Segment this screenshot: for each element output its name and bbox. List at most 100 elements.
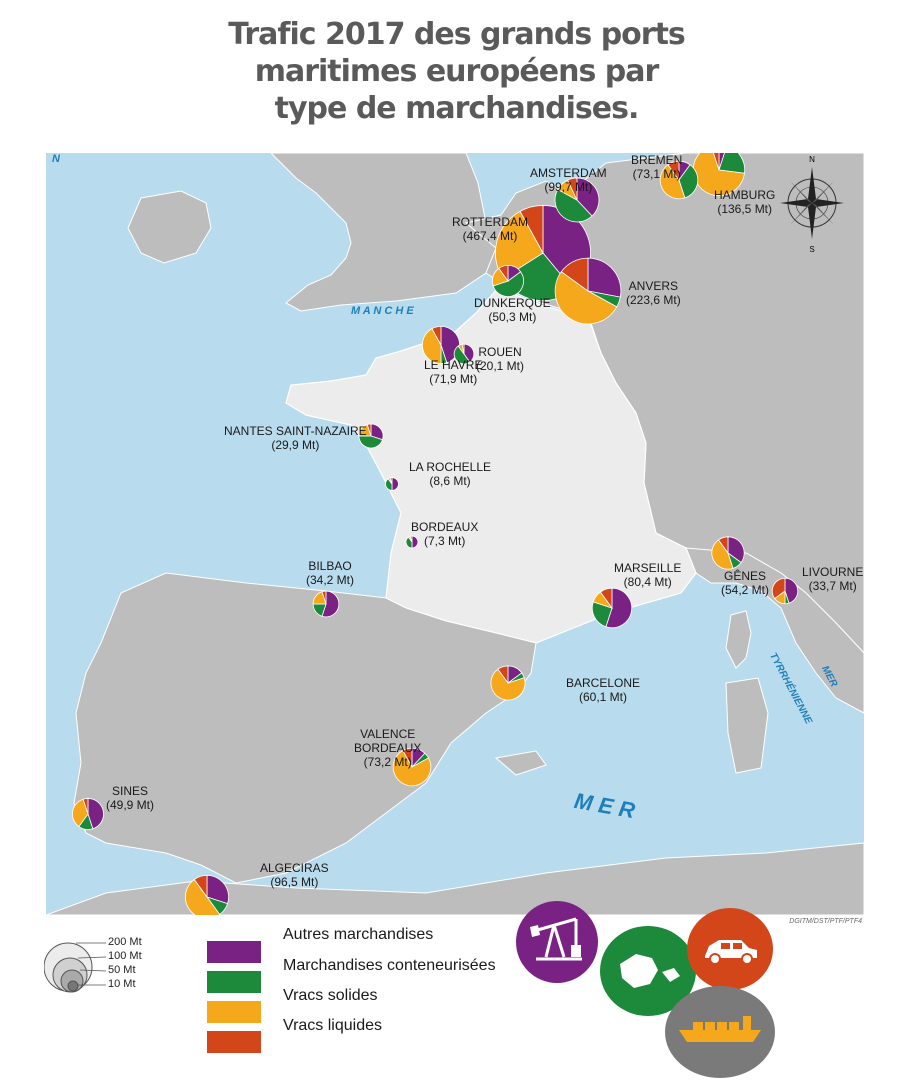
port-label-sines: SINES (49,9 Mt): [106, 784, 154, 812]
pie-slice: [718, 153, 746, 174]
port-traffic: (50,3 Mt): [488, 310, 537, 324]
compass-rose-icon: N S O E: [780, 155, 846, 253]
port-pie-rouen: [453, 343, 475, 365]
size-label-100: 100 Mt: [108, 950, 142, 962]
sea-label-manche: M A N C H E: [351, 305, 414, 317]
port-pie-bordeaux: [405, 535, 419, 549]
pie-slice: [82, 798, 89, 815]
pie-slice: [576, 177, 600, 217]
pie-slice: [193, 874, 208, 899]
port-name: AMSTERDAM: [530, 166, 607, 180]
pie-slice: [713, 153, 720, 171]
port-pie-valence-bordeaux: [392, 747, 432, 787]
pie-slice: [599, 587, 613, 610]
pie-slice: [711, 539, 734, 570]
port-name: ALGECIRAS: [260, 861, 329, 875]
port-traffic: (73,1 Mt): [632, 167, 681, 181]
port-label-bordeaux: BORDEAUX (7,3 Mt): [411, 520, 478, 548]
legend-label-vracs-solides: Vracs solides: [283, 987, 378, 1004]
pie-slice: [560, 257, 589, 292]
source-note: DGITM/DST/PTF/PTF4: [789, 918, 862, 925]
pie-slice: [567, 177, 578, 201]
port-label-dunkerque: DUNKERQUE (50,3 Mt): [474, 296, 551, 324]
port-name: ANVERS: [628, 279, 679, 293]
pie-slice: [519, 205, 544, 254]
compass-e: E: [845, 199, 846, 208]
port-traffic: (29,9 Mt): [271, 438, 320, 452]
pie-slice: [366, 423, 372, 437]
legend-label-autres: Autres marchandises: [283, 926, 434, 943]
port-name: ROUEN: [478, 345, 522, 359]
land-balearic: [494, 750, 547, 776]
port-pie-layer: [72, 153, 799, 915]
port-traffic: (96,5 Mt): [270, 875, 319, 889]
sea-label-top: N: [52, 153, 60, 165]
compass-n: N: [809, 155, 815, 164]
port-pie-genes: [711, 536, 745, 570]
port-pie-bilbao: [312, 590, 340, 618]
port-label-amsterdam: AMSTERDAM (99,7 Mt): [530, 166, 607, 194]
port-traffic: (20,1 Mt): [476, 359, 525, 373]
port-traffic: (49,9 Mt): [106, 798, 155, 812]
legend-label-conteneurs: Marchandises conteneurisées: [283, 957, 496, 974]
port-name: VALENCE: [360, 727, 416, 741]
port-name: BORDEAUX: [354, 741, 422, 755]
port-name: BORDEAUX: [411, 520, 479, 534]
pie-slice: [667, 160, 680, 182]
pie-slice: [358, 435, 383, 449]
compass-s: S: [809, 245, 814, 253]
port-label-hamburg: HAMBURG (136,5 Mt): [714, 188, 775, 216]
port-label-valence-bordeaux: VALENCE BORDEAUX (73,2 Mt): [354, 727, 421, 769]
cargo-ship-icon: [665, 986, 775, 1078]
port-traffic: (33,7 Mt): [808, 579, 857, 593]
pie-slice: [587, 257, 622, 298]
size-label-200: 200 Mt: [108, 936, 142, 948]
pie-slice: [321, 590, 327, 605]
port-label-algeciras: ALGECIRAS (96,5 Mt): [260, 861, 329, 889]
port-pie-la-rochelle: [385, 477, 399, 491]
port-pie-anvers: [554, 257, 622, 325]
port-label-bremen: BREMEN (73,1 Mt): [631, 153, 682, 181]
port-traffic: (223,6 Mt): [626, 293, 681, 307]
port-pie-livourne: [771, 577, 799, 605]
port-pie-algeciras: [185, 874, 230, 915]
port-pie-dunkerque: [492, 264, 524, 297]
pie-slice: [461, 343, 465, 355]
pie-slice: [421, 328, 442, 365]
port-pie-sines: [72, 798, 104, 830]
legend-swatch-autres: [207, 941, 261, 963]
land-sardinia: [725, 677, 769, 774]
pie-slice: [206, 874, 230, 905]
title-line-2: maritimes européens par: [254, 54, 660, 89]
pie-slice: [409, 535, 413, 543]
land-africa: [46, 842, 864, 915]
pie-slice: [87, 798, 104, 830]
port-pie-marseille: [591, 587, 633, 629]
port-traffic: (467,4 Mt): [462, 229, 518, 243]
port-label-rouen: ROUEN (20,1 Mt): [476, 345, 524, 373]
port-traffic: (136,5 Mt): [717, 202, 773, 216]
pie-slice: [431, 325, 442, 346]
port-label-le-havre: LE HAVRE (71,9 Mt): [424, 358, 482, 386]
port-pie-barcelone: [490, 665, 526, 701]
port-label-marseille: MARSEILLE (80,4 Mt): [614, 561, 681, 589]
port-traffic: (71,9 Mt): [429, 372, 478, 386]
port-name: NANTES SAINT-NAZAIRE: [224, 424, 367, 438]
pie-slice: [402, 747, 413, 768]
car-icon: [687, 908, 773, 990]
port-traffic: (60,1 Mt): [579, 690, 628, 704]
pie-slice: [498, 264, 509, 283]
pie-slice: [411, 535, 419, 549]
pie-slice: [692, 153, 745, 197]
port-traffic: (34,2 Mt): [306, 573, 355, 587]
size-legend: 200 Mt 100 Mt 50 Mt 10 Mt: [43, 935, 164, 995]
pie-slice: [497, 665, 509, 685]
port-label-rotterdam: ROTTERDAM (467,4 Mt): [452, 215, 528, 243]
pie-slice: [490, 668, 526, 701]
port-label-livourne: LIVOURNE (33,7 Mt): [802, 565, 863, 593]
port-name: LIVOURNE: [802, 565, 864, 579]
port-label-genes: GÊNES (54,2 Mt): [721, 569, 769, 597]
pie-slice: [453, 345, 471, 365]
port-name: BREMEN: [631, 153, 683, 167]
port-pie-hamburg: [692, 153, 746, 197]
